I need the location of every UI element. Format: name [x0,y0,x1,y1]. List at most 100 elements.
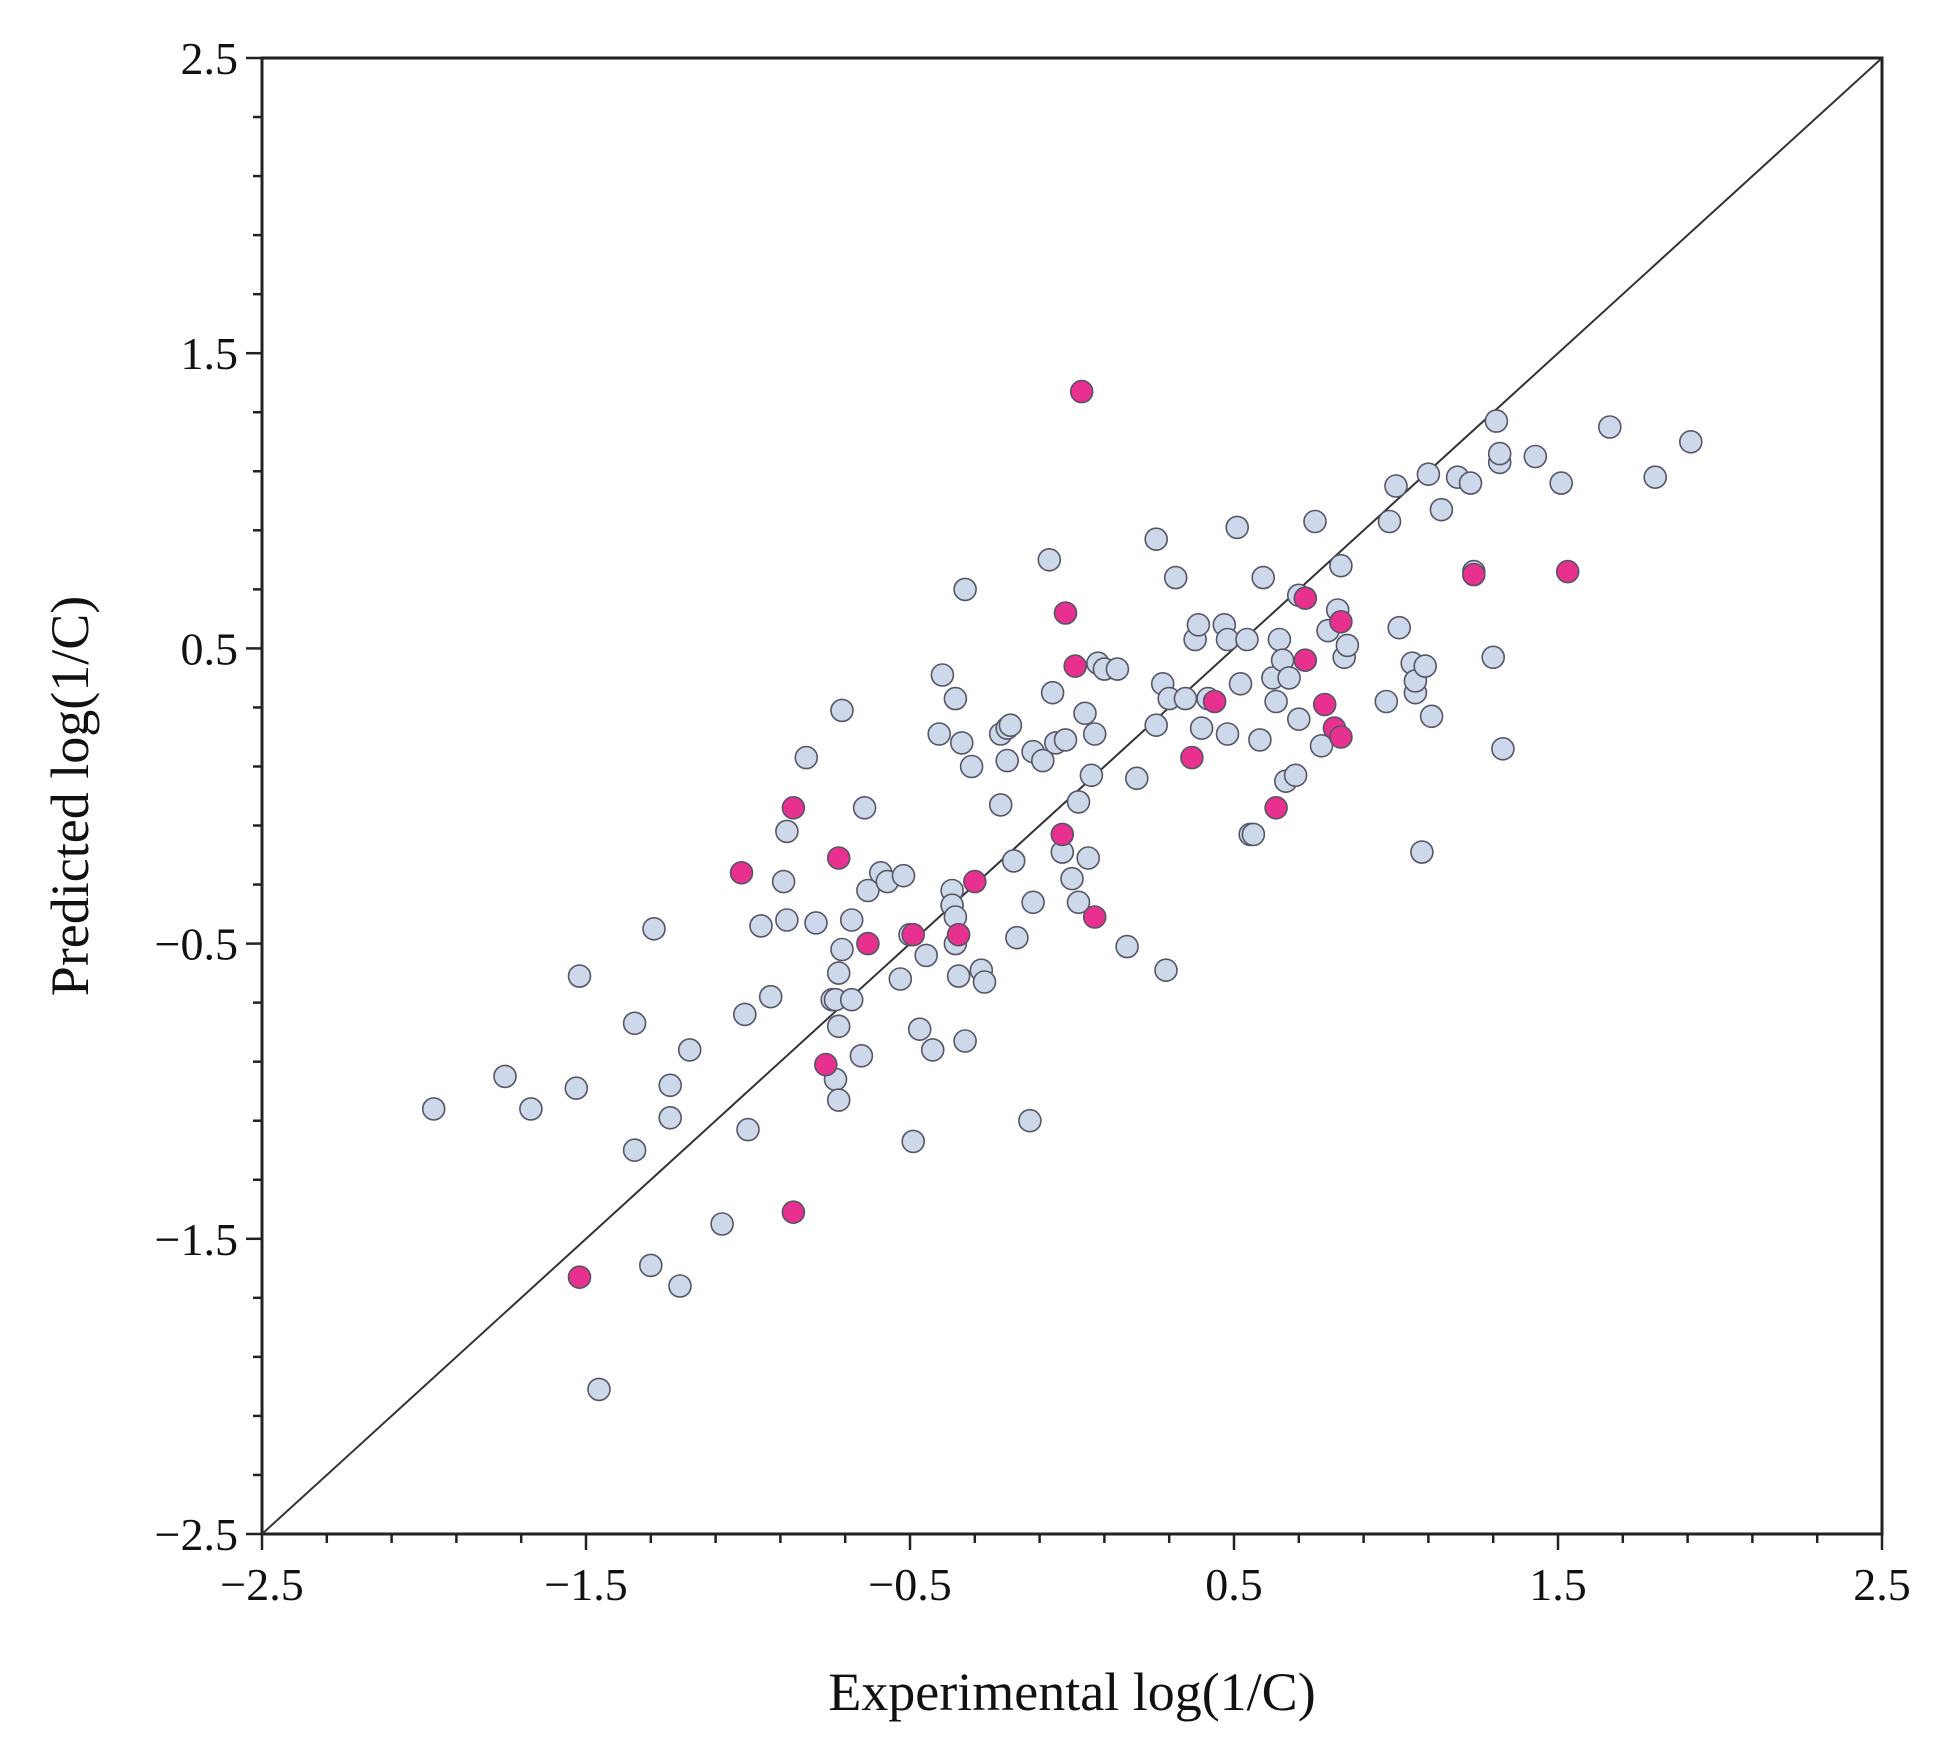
training-point [1144,713,1168,738]
x-tick-label: 2.5 [1853,1559,1911,1610]
tick-marks [246,56,1884,1550]
training-point [1458,471,1483,495]
test-point [567,1265,592,1289]
test-point [1063,654,1087,678]
training-point [1309,733,1334,758]
training-point [1225,515,1249,540]
training-point [1228,671,1253,696]
x-tick-label: −2.5 [220,1559,303,1610]
x-tick-label: 1.5 [1529,1559,1587,1610]
training-point [1005,925,1029,950]
training-point [1523,444,1548,469]
test-point [1329,609,1353,634]
training-point [1481,645,1505,670]
training-point [1060,866,1084,891]
test-point [946,922,971,947]
test-point [729,860,754,885]
training-point [930,663,955,687]
training-point [736,1117,760,1142]
training-point [1066,890,1091,915]
x-tick-label: −0.5 [868,1559,951,1610]
training-point [587,1377,611,1402]
training-point [1154,958,1178,983]
training-point [995,748,1020,773]
x-tick-label: 0.5 [1205,1559,1263,1610]
x-tick-labels: −2.5 −1.5 −0.5 0.5 1.5 2.5 [220,1559,1910,1610]
training-point [1040,680,1065,705]
training-point [758,984,783,1009]
training-point [1021,890,1045,915]
training-point [998,713,1023,738]
training-point [804,911,828,935]
test-point [1555,559,1580,584]
y-tick-label: 2.5 [181,33,239,84]
test-point [1050,822,1075,847]
training-point [888,967,913,991]
y-axis-title: Predicted log(1/C) [40,596,100,996]
training-point [1082,722,1107,746]
training-point [622,1138,647,1162]
y-tick-label: 1.5 [181,328,239,379]
training-point [1264,689,1288,714]
training-point [852,795,877,820]
training-point [1491,736,1515,761]
training-point [1031,748,1055,773]
training-point [1335,633,1360,658]
training-point [1037,547,1062,572]
training-point [564,1076,589,1100]
training-point [1598,415,1622,439]
training-point [927,722,952,746]
training-point [775,908,799,932]
training-point [1377,509,1402,534]
training-point [1487,441,1512,466]
training-point [1303,509,1327,534]
training-point [988,793,1013,817]
y-tick-label: −1.5 [155,1214,238,1265]
training-point [1163,565,1188,590]
training-point [1329,553,1353,578]
training-point [1384,474,1408,498]
test-point [1202,689,1227,714]
test-point [1293,586,1318,611]
training-point [1267,627,1292,652]
training-point [1248,728,1272,752]
test-point [1329,725,1353,749]
training-point [1410,840,1434,864]
training-point [1413,654,1437,678]
training-point [1416,462,1441,487]
training-point [1189,716,1214,740]
training-point [949,731,974,755]
x-tick-label: −1.5 [544,1559,627,1610]
training-point [891,863,916,888]
training-point [856,878,880,903]
test-series [567,379,1580,1289]
training-point [1387,615,1411,640]
training-point [668,1274,692,1298]
training-point [638,1253,663,1278]
training-point [421,1097,446,1121]
training-point [1235,627,1259,652]
test-point [901,922,926,947]
training-point [1186,612,1211,637]
training-point [794,745,819,770]
training-point [1374,689,1399,714]
training-point [907,1017,932,1041]
training-point [826,1088,851,1112]
training-point [901,1129,926,1154]
training-point [972,970,997,994]
training-point [1073,701,1097,726]
training-point [1076,846,1100,870]
training-point [1079,763,1104,788]
test-point [1180,745,1204,770]
training-point [749,914,773,938]
training-point [1018,1108,1042,1133]
training-point [677,1038,702,1062]
y-tick-label: −2.5 [155,1509,238,1560]
training-point [1429,497,1454,522]
training-point [920,1038,945,1062]
training-point [1251,565,1275,590]
training-point [830,698,854,723]
y-tick-label: −0.5 [155,919,238,970]
training-point [1419,704,1444,729]
